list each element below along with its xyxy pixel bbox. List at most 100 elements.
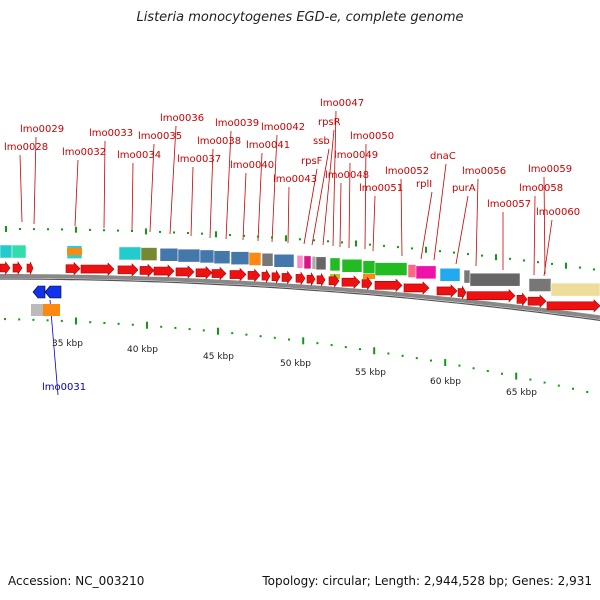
scale-tick xyxy=(60,319,63,322)
scale-tick xyxy=(302,337,305,345)
scale-tick xyxy=(472,367,475,370)
gene-label-lmo0042: lmo0042 xyxy=(261,122,305,133)
gene-label-lmo0050: lmo0050 xyxy=(350,131,394,142)
scale-tick xyxy=(217,327,219,335)
cog-block xyxy=(296,255,304,269)
scale-tick xyxy=(131,323,134,326)
scale-tick xyxy=(117,322,120,325)
scale-tick xyxy=(188,328,191,331)
scale-tick xyxy=(344,346,347,349)
leader-line xyxy=(533,195,536,276)
scale-tick xyxy=(89,321,92,324)
leader-line xyxy=(372,195,376,252)
leader-line xyxy=(225,130,232,240)
gene-label-lmo0037: lmo0037 xyxy=(177,154,221,165)
scale-label: 45 kbp xyxy=(203,352,234,362)
cog-block xyxy=(248,252,262,266)
scale-tick xyxy=(33,228,35,231)
leader-line xyxy=(103,140,106,229)
leader-line xyxy=(364,143,367,250)
cog-block xyxy=(374,262,408,276)
scale-tick xyxy=(387,352,390,355)
gene-arrow xyxy=(436,284,458,298)
scale-label: 65 kbp xyxy=(506,388,537,398)
scale-tick xyxy=(313,239,315,242)
leader-line xyxy=(543,219,553,277)
gene-arrow xyxy=(281,270,293,285)
gene-arrow xyxy=(457,285,467,300)
gene-label-lmo0056: lmo0056 xyxy=(462,166,506,177)
cog-block xyxy=(261,252,274,267)
accession-text: Accession: NC_003210 xyxy=(8,574,145,588)
gene-arrow xyxy=(175,265,195,279)
gene-label-lmo0048: lmo0048 xyxy=(325,170,369,181)
scale-tick xyxy=(572,387,574,390)
scale-tick xyxy=(467,253,469,256)
scale-tick xyxy=(425,246,427,253)
gene-arrow xyxy=(229,267,247,282)
gene-label-lmo0058: lmo0058 xyxy=(519,183,563,194)
scale-label: 40 kbp xyxy=(127,345,158,355)
leader-line xyxy=(149,143,155,233)
cog-block xyxy=(43,304,60,316)
gene-arrow xyxy=(195,266,213,280)
gene-arrow xyxy=(153,264,175,278)
cog-block xyxy=(550,282,600,297)
scale-tick xyxy=(355,240,357,247)
cog-block xyxy=(159,248,179,262)
topology-text: Topology: circular; Length: 2,944,528 bp… xyxy=(262,574,592,588)
cog-block xyxy=(362,260,376,274)
scale-tick xyxy=(439,250,441,253)
scale-label: 35 kbp xyxy=(52,339,83,349)
scale-tick xyxy=(145,228,147,235)
scale-tick xyxy=(231,332,234,335)
reverse-gene-arrow xyxy=(32,285,46,299)
gene-label-lmo0059: lmo0059 xyxy=(528,164,572,175)
scale-tick xyxy=(551,262,553,265)
scale-label: 60 kbp xyxy=(430,377,461,387)
scale-tick xyxy=(259,335,262,338)
gene-label-lmo0029: lmo0029 xyxy=(20,124,64,135)
scale-tick xyxy=(529,378,532,381)
gene-arrow xyxy=(247,268,261,283)
label-leader-lines xyxy=(19,110,553,396)
gene-arrow xyxy=(316,272,326,287)
cog-block xyxy=(415,265,437,280)
backbone-shadow xyxy=(0,278,600,321)
cog-block xyxy=(67,248,82,255)
cog-block xyxy=(213,250,231,264)
scale-tick xyxy=(46,319,49,322)
leader-line xyxy=(348,162,351,249)
scale-tick xyxy=(383,244,385,247)
gene-label-lmo0049: lmo0049 xyxy=(334,150,378,161)
cog-block xyxy=(315,256,327,271)
cog-block xyxy=(341,258,363,273)
scale-tick xyxy=(103,229,105,232)
scale-tick xyxy=(444,359,447,367)
scale-tick xyxy=(509,257,511,260)
cog-block xyxy=(273,254,295,268)
cog-block xyxy=(469,272,521,287)
scale-tick xyxy=(75,226,77,233)
scale-tick xyxy=(131,229,133,232)
scale-tick xyxy=(397,246,399,249)
scale-tick xyxy=(316,342,319,345)
gene-label-rpsr: rpsR xyxy=(318,117,341,128)
genome-backbone xyxy=(0,274,600,321)
gene-arrow xyxy=(271,269,281,284)
scale-tick xyxy=(75,317,77,325)
gene-arrow xyxy=(306,272,316,287)
leader-line xyxy=(311,148,330,246)
gene-label-lmo0035: lmo0035 xyxy=(138,131,182,142)
scale-tick xyxy=(117,229,119,232)
leader-line xyxy=(169,125,177,235)
scale-tick xyxy=(271,236,273,239)
leader-line xyxy=(400,178,403,257)
scale-tick xyxy=(201,232,203,235)
scale-tick xyxy=(543,381,546,384)
gene-arrow xyxy=(328,273,340,288)
gene-label-lmo0041: lmo0041 xyxy=(246,140,290,151)
gene-label-dnac: dnaC xyxy=(430,151,456,162)
scale-tick xyxy=(341,241,343,244)
